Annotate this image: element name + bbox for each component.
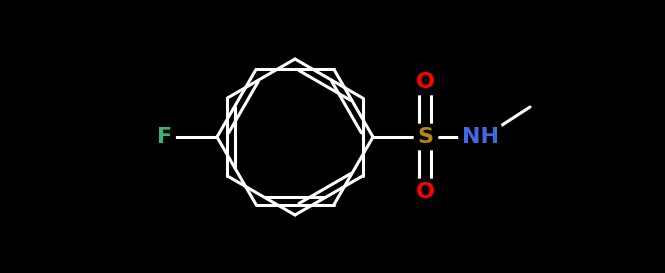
Text: O: O (416, 72, 434, 92)
Text: S: S (417, 127, 433, 147)
Text: F: F (158, 127, 172, 147)
Text: NH: NH (462, 127, 499, 147)
Text: O: O (416, 182, 434, 202)
